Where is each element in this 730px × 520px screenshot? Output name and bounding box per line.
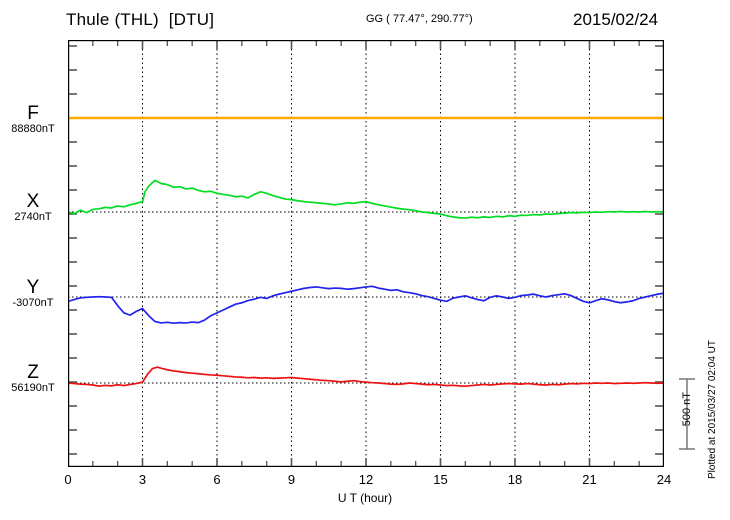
plot-border xyxy=(68,40,664,467)
chart-svg xyxy=(68,40,664,467)
grid-lines xyxy=(142,40,590,467)
channel-label-y: Y -3070nT xyxy=(0,278,66,310)
channel-baseline-x: 2740nT xyxy=(14,211,52,223)
chart-plot-area xyxy=(68,40,664,467)
x-axis-title: U T (hour) xyxy=(337,491,393,505)
channel-label-f: F 88880nT xyxy=(0,104,66,136)
trace-z xyxy=(68,366,664,388)
channel-symbol-x: X xyxy=(26,191,40,212)
observation-date: 2015/02/24 xyxy=(573,10,659,29)
geographic-coordinates: GG ( 77.47°, 290.77°) xyxy=(366,13,473,25)
x-tick-label-15: 15 xyxy=(433,472,448,487)
trace-y xyxy=(68,285,664,325)
x-tick-label-0: 0 xyxy=(64,472,72,487)
scale-bar xyxy=(679,378,695,450)
x-tick-label-24: 24 xyxy=(656,472,672,487)
channel-label-z: Z 56190nT xyxy=(0,363,66,395)
channel-label-x: X 2740nT xyxy=(0,192,66,224)
channel-symbol-z: Z xyxy=(27,362,39,383)
scale-bar-label: 500 nT xyxy=(681,392,693,427)
x-tick-label-6: 6 xyxy=(213,472,221,487)
x-tick-label-21: 21 xyxy=(582,472,597,487)
channel-symbol-f: F xyxy=(27,103,39,124)
data-series xyxy=(68,116,664,388)
plotted-at-stamp: Plotted at 2015/03/27 02:04 UT xyxy=(707,340,718,479)
channel-baseline-y: -3070nT xyxy=(12,297,54,309)
channel-symbol-y: Y xyxy=(26,277,40,298)
station-title: Thule (THL) [DTU] xyxy=(66,10,215,29)
x-tick-label-9: 9 xyxy=(287,472,296,487)
trace-x xyxy=(68,179,664,219)
channel-baseline-z: 56190nT xyxy=(11,382,55,394)
x-tick-label-12: 12 xyxy=(358,472,374,487)
x-tick-label-3: 3 xyxy=(138,472,147,487)
plot-frame xyxy=(68,40,664,467)
x-tick-label-18: 18 xyxy=(507,472,523,487)
channel-baseline-f: 88880nT xyxy=(11,123,55,135)
